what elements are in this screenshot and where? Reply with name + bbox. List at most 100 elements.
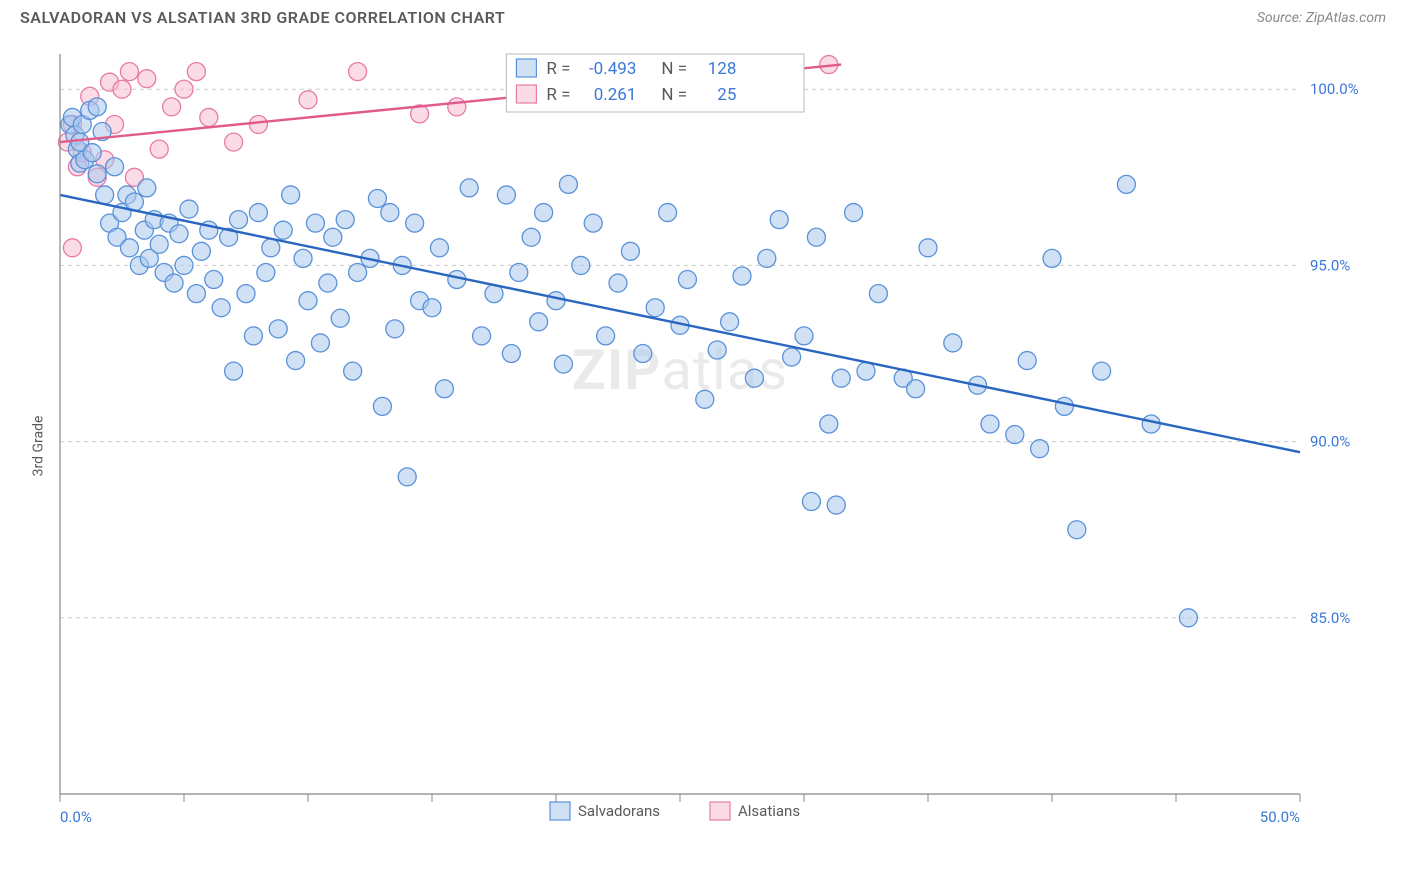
salvadorans-point <box>857 362 875 380</box>
salvadorans-point <box>294 249 312 267</box>
salvadorans-point <box>349 263 367 281</box>
salvadorans-point <box>175 256 193 274</box>
salvadorans-point <box>1055 397 1073 415</box>
salvadorans-point <box>249 204 267 222</box>
salvadorans-point <box>205 271 223 289</box>
salvadorans-point <box>634 345 652 363</box>
stats-r-label: R = <box>546 59 570 79</box>
stats-swatch-salvadorans <box>516 59 536 77</box>
salvadorans-point <box>820 415 838 433</box>
salvadorans-point <box>237 285 255 303</box>
salvadorans-point <box>827 496 845 514</box>
salvadorans-point <box>423 299 441 317</box>
salvadorans-point <box>311 334 329 352</box>
salvadorans-point <box>373 397 391 415</box>
salvadorans-point <box>274 221 292 239</box>
salvadorans-point <box>331 309 349 327</box>
alsatians-point <box>120 63 138 81</box>
salvadorans-point <box>460 179 478 197</box>
salvadorans-point <box>1093 362 1111 380</box>
salvadorans-point <box>907 380 925 398</box>
salvadorans-point <box>230 211 248 229</box>
salvadorans-point <box>225 362 243 380</box>
salvadorans-point <box>807 228 825 246</box>
chart-title: SALVADORAN VS ALSATIAN 3RD GRADE CORRELA… <box>20 8 505 27</box>
salvadorans-point <box>530 313 548 331</box>
salvadorans-point <box>1043 249 1061 267</box>
salvadorans-point <box>795 327 813 345</box>
alsatians-point <box>299 91 317 109</box>
salvadorans-point <box>802 493 820 511</box>
legend-swatch-salvadorans <box>550 802 570 820</box>
salvadorans-point <box>324 228 342 246</box>
alsatians-point <box>200 108 218 126</box>
salvadorans-point <box>192 242 210 260</box>
salvadorans-point <box>106 158 124 176</box>
salvadorans-point <box>257 263 275 281</box>
salvadorans-point <box>473 327 491 345</box>
stats-r-label: R = <box>546 85 570 105</box>
x-tick-label: 0.0% <box>60 808 92 826</box>
salvadorans-point <box>721 313 739 331</box>
stats-r-alsatians: 0.261 <box>594 85 637 105</box>
salvadorans-point <box>381 204 399 222</box>
salvadorans-point <box>678 271 696 289</box>
salvadorans-point <box>165 274 183 292</box>
alsatians-point <box>138 70 156 88</box>
salvadorans-point <box>1117 175 1135 193</box>
salvadorans-point <box>187 285 205 303</box>
salvadorans-point <box>344 362 362 380</box>
salvadorans-point <box>1068 521 1086 539</box>
salvadorans-point <box>919 239 937 257</box>
alsatians-point <box>448 98 466 116</box>
salvadorans-point <box>282 186 300 204</box>
stats-n-salvadorans: 128 <box>708 59 737 79</box>
salvadorans-point <box>88 98 106 116</box>
salvadorans-point <box>621 242 639 260</box>
stats-n-label: N = <box>661 59 687 79</box>
salvadorans-point <box>510 263 528 281</box>
salvadorans-point <box>244 327 262 345</box>
salvadorans-point <box>88 165 106 183</box>
salvadorans-point <box>336 211 354 229</box>
salvadorans-point <box>584 214 602 232</box>
salvadorans-point <box>559 175 577 193</box>
salvadorans-point <box>269 320 287 338</box>
salvadorans-point <box>262 239 280 257</box>
salvadorans-point <box>758 249 776 267</box>
salvadorans-point <box>502 345 520 363</box>
salvadorans-point <box>572 256 590 274</box>
salvadorans-point <box>832 369 850 387</box>
salvadorans-point <box>1142 415 1160 433</box>
salvadorans-point <box>96 186 114 204</box>
salvadorans-point <box>138 179 156 197</box>
stats-swatch-alsatians <box>516 85 536 103</box>
salvadorans-point <box>1179 609 1197 627</box>
alsatians-point <box>349 63 367 81</box>
salvadorans-point <box>770 211 788 229</box>
salvadorans-point <box>708 341 726 359</box>
legend-label-salvadorans: Salvadorans <box>578 802 660 820</box>
salvadorans-point <box>1006 426 1024 444</box>
salvadorans-point <box>733 267 751 285</box>
salvadorans-point <box>659 204 677 222</box>
alsatians-point <box>163 98 181 116</box>
salvadorans-point <box>180 200 198 218</box>
salvadorans-point <box>1018 352 1036 370</box>
salvadorans-point <box>609 274 627 292</box>
salvadorans-point <box>406 214 424 232</box>
stats-n-label: N = <box>661 85 687 105</box>
salvadorans-point <box>981 415 999 433</box>
alsatians-point <box>113 80 131 98</box>
salvadorans-point <box>212 299 230 317</box>
salvadorans-point <box>170 225 188 243</box>
salvadorans-point <box>783 348 801 366</box>
salvadorans-point <box>398 468 416 486</box>
y-tick-label: 85.0% <box>1310 609 1350 627</box>
salvadorans-trendline <box>60 195 1300 452</box>
salvadorans-point <box>646 299 664 317</box>
salvadorans-point <box>435 380 453 398</box>
salvadorans-point <box>368 189 386 207</box>
alsatians-point <box>63 239 81 257</box>
salvadorans-point <box>386 320 404 338</box>
